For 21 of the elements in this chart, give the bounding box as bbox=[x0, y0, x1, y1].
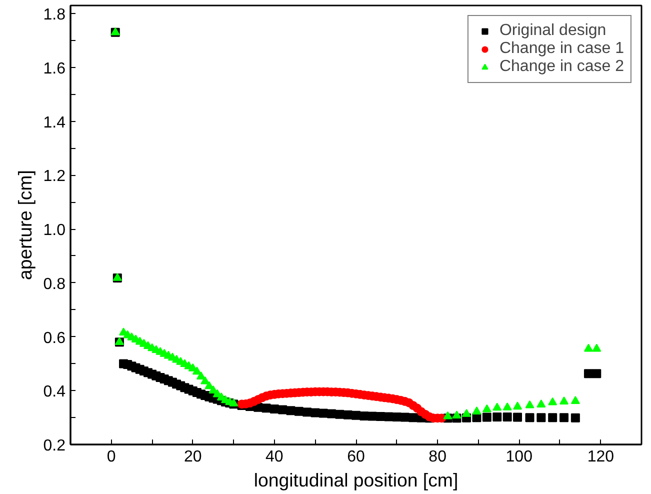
legend-label: Change in case 2 bbox=[499, 58, 624, 76]
x-tick-label: 120 bbox=[587, 448, 614, 466]
y-tick-label: 1.8 bbox=[43, 6, 66, 24]
legend-label: Change in case 1 bbox=[499, 40, 624, 58]
y-tick-label: 0.2 bbox=[43, 438, 66, 454]
y-tick-label: 0.8 bbox=[43, 276, 66, 293]
y-tick-label: 0.6 bbox=[43, 330, 66, 347]
x-tick-label: 40 bbox=[266, 448, 284, 466]
x-tick-label: 80 bbox=[428, 448, 447, 466]
y-tick-label: 1.4 bbox=[43, 114, 66, 132]
y-tick-label: 1.6 bbox=[43, 60, 66, 78]
x-tick-label: 0 bbox=[106, 448, 116, 466]
y-tick-label: 1.0 bbox=[43, 222, 66, 240]
x-axis-title: longitudinal position [cm] bbox=[254, 470, 458, 490]
x-tick-label: 60 bbox=[347, 448, 365, 466]
x-tick-label: 20 bbox=[184, 448, 202, 466]
legend-label: Original design bbox=[499, 22, 606, 40]
x-tick-label: 100 bbox=[506, 448, 533, 466]
y-tick-label: 1.2 bbox=[43, 168, 66, 186]
y-axis-title: aperture [cm] bbox=[14, 170, 36, 280]
y-tick-label: 0.4 bbox=[43, 384, 66, 401]
